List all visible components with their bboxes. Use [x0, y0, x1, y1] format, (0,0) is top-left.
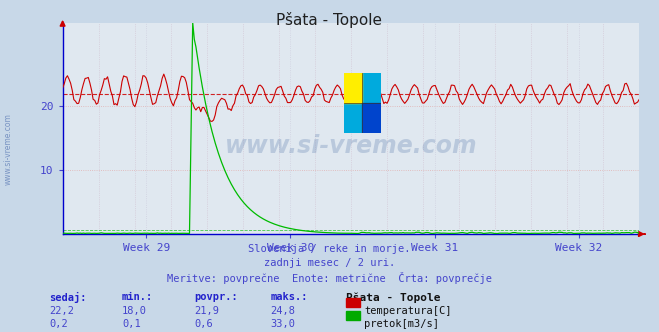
Text: Pšata - Topole: Pšata - Topole — [346, 292, 440, 303]
Text: 22,2: 22,2 — [49, 306, 74, 316]
Text: 24,8: 24,8 — [270, 306, 295, 316]
Text: 0,2: 0,2 — [49, 319, 68, 329]
Polygon shape — [345, 73, 381, 133]
Text: temperatura[C]: temperatura[C] — [364, 306, 452, 316]
Bar — [362, 103, 381, 133]
Text: sedaj:: sedaj: — [49, 292, 87, 303]
Text: pretok[m3/s]: pretok[m3/s] — [364, 319, 440, 329]
Text: 0,1: 0,1 — [122, 319, 140, 329]
Text: Pšata - Topole: Pšata - Topole — [277, 12, 382, 28]
Text: 18,0: 18,0 — [122, 306, 147, 316]
Bar — [345, 73, 362, 103]
Text: maks.:: maks.: — [270, 292, 308, 302]
Text: min.:: min.: — [122, 292, 153, 302]
Text: www.si-vreme.com: www.si-vreme.com — [3, 114, 13, 185]
Text: zadnji mesec / 2 uri.: zadnji mesec / 2 uri. — [264, 258, 395, 268]
Text: www.si-vreme.com: www.si-vreme.com — [225, 133, 477, 157]
Text: 0,6: 0,6 — [194, 319, 213, 329]
Text: Meritve: povprečne  Enote: metrične  Črta: povprečje: Meritve: povprečne Enote: metrične Črta:… — [167, 272, 492, 284]
Text: povpr.:: povpr.: — [194, 292, 238, 302]
Text: Slovenija / reke in morje.: Slovenija / reke in morje. — [248, 244, 411, 254]
Text: 21,9: 21,9 — [194, 306, 219, 316]
Text: 33,0: 33,0 — [270, 319, 295, 329]
